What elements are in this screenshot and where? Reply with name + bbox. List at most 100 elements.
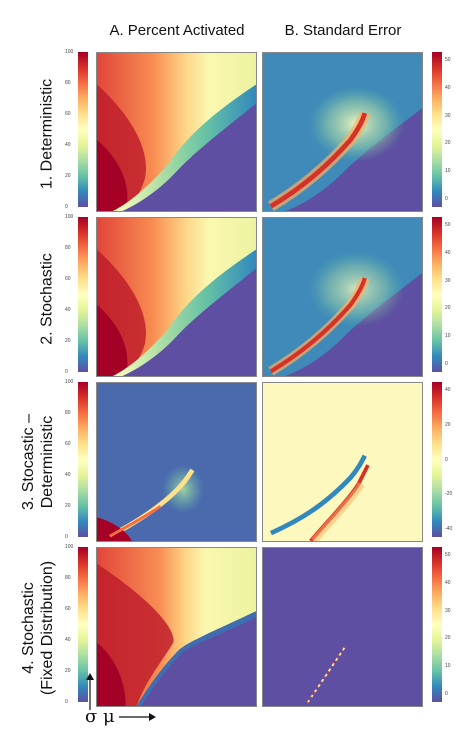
colorbar-tick: 100 [65, 49, 74, 55]
colorbar-tick: 0 [65, 534, 68, 540]
low-error-region [285, 273, 422, 376]
max-activation-region [97, 139, 128, 211]
colorbar-percent-row-4 [78, 547, 88, 702]
colorbar-tick: 40 [65, 637, 71, 643]
heatmap-3b [262, 382, 423, 542]
colorbar-tick: 60 [65, 606, 71, 612]
colorbar-tick: 20 [65, 173, 71, 179]
colorbar-tick: 40 [65, 472, 71, 478]
heatmap-1b [262, 52, 423, 212]
heatmap-4a-svg [97, 548, 256, 706]
colorbar-tick: 10 [445, 663, 451, 670]
sigma-axis-arrow [86, 673, 94, 710]
colorbar-tick: 80 [65, 245, 71, 251]
colorbar-tick: 20 [65, 668, 71, 674]
heatmap-4b-svg [263, 548, 422, 706]
heatmap-background [263, 383, 422, 541]
moderate-error-glow [290, 81, 411, 177]
colorbar-tick: -20 [445, 491, 453, 498]
low-activation-region [122, 268, 256, 376]
heatmap-background [263, 548, 422, 706]
low-error-region [285, 108, 422, 211]
colorbar-tick: 20 [445, 305, 451, 312]
colorbar-tick: 30 [445, 112, 451, 119]
colorbar-tick: 40 [445, 84, 451, 91]
heatmap-4a [96, 547, 257, 707]
row-label-3-line-2: Deterministic [39, 415, 56, 509]
colorbar-tick: 10 [445, 168, 451, 175]
colorbar-tick: 80 [65, 410, 71, 416]
colorbar-tick: 0 [65, 699, 68, 705]
colorbar-tick: -40 [445, 526, 453, 532]
colorbar-percent-row-1 [78, 52, 88, 207]
colorbar-tick: 20 [65, 338, 71, 344]
heatmap-3a-svg [97, 383, 256, 541]
row-label-4-line-1: 4. Stochastic [20, 582, 37, 674]
colorbar-tick: 40 [65, 142, 71, 148]
colorbar-percent-row-3 [78, 382, 88, 537]
colorbar-tick: 20 [445, 635, 451, 642]
colorbar-tick: 30 [445, 277, 451, 284]
colorbar-tick: 0 [445, 361, 448, 367]
heatmap-4b [262, 547, 423, 707]
colorbar-tick: 50 [445, 552, 451, 558]
colorbar-tick: 100 [65, 544, 74, 550]
mu-axis-label: μ [103, 706, 115, 727]
colorbar-tick: 40 [445, 249, 451, 256]
colorbar-tick: 0 [65, 204, 68, 210]
difference-peak [97, 517, 132, 541]
mu-axis-arrow [119, 713, 156, 721]
colorbar-tick: 100 [65, 214, 74, 220]
max-activation-region [97, 642, 126, 706]
colorbar-tick: 60 [65, 111, 71, 117]
colorbar-tick: 40 [445, 387, 451, 393]
row-label-4-line-2: (Fixed Distribution) [39, 560, 56, 696]
column-title-a: A. Percent Activated [109, 22, 245, 39]
colorbar-tick: 50 [445, 57, 451, 63]
heatmap-1b-svg [263, 53, 422, 211]
positive-difference-halo [311, 482, 365, 541]
colorbar-tick: 60 [65, 276, 71, 282]
heatmap-1a-svg [97, 53, 256, 211]
colorbar-tick: 80 [65, 575, 71, 581]
colorbar-tick: 100 [65, 379, 74, 385]
colorbar-tick: 20 [445, 140, 451, 147]
colorbar-tick: 20 [65, 503, 71, 509]
low-activation-region [141, 617, 256, 706]
heatmap-3b-svg [263, 383, 422, 541]
column-title-b: B. Standard Error [284, 22, 402, 39]
colorbar-stderr-row-4 [432, 547, 442, 702]
colorbar-tick: 80 [65, 80, 71, 86]
colorbar-stderr-row-1 [432, 52, 442, 207]
moderate-error-glow [290, 246, 411, 342]
colorbar-tick: 40 [65, 307, 71, 313]
colorbar-tick: 10 [445, 333, 451, 340]
colorbar-tick: 60 [65, 441, 71, 447]
row-label-1: 1. Deterministic [38, 79, 57, 189]
colorbar-tick: 0 [445, 691, 448, 697]
colorbar-tick: 40 [445, 579, 451, 586]
peak-error-ridge [269, 277, 367, 374]
colorbar-stderr-row-3 [432, 382, 442, 537]
row-label-2: 2. Stochastic [38, 253, 57, 345]
row-label-2-line-1: 2. Stochastic [38, 253, 56, 345]
heatmap-3a [96, 382, 257, 542]
sigma-axis-label: σ [85, 706, 98, 727]
colorbar-tick: 30 [445, 607, 451, 614]
negative-difference-band [269, 454, 367, 536]
low-activation-region [122, 103, 256, 211]
heatmap-2b [262, 217, 423, 377]
colorbar-tick: 50 [445, 222, 451, 228]
heatmap-2b-svg [263, 218, 422, 376]
colorbar-tick: 0 [445, 196, 448, 202]
difference-ridge-core [108, 505, 162, 538]
error-trace-peaks [306, 645, 347, 704]
heatmap-2a-svg [97, 218, 256, 376]
heatmap-1a [96, 52, 257, 212]
heatmap-2a [96, 217, 257, 377]
peak-error-ridge [269, 112, 368, 209]
colorbar-tick: 0 [445, 456, 448, 463]
colorbar-tick: 0 [65, 369, 68, 375]
max-activation-region [97, 304, 128, 376]
row-label-1-line-1: 1. Deterministic [38, 78, 56, 190]
